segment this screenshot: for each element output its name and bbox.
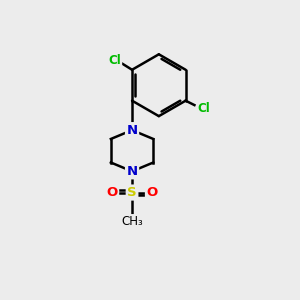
Text: N: N [127,165,138,178]
Text: S: S [127,186,137,199]
Text: CH₃: CH₃ [121,215,143,228]
Text: N: N [127,124,138,136]
Text: Cl: Cl [197,101,210,115]
Text: O: O [146,186,158,199]
Text: O: O [106,186,118,199]
Text: Cl: Cl [108,54,121,68]
